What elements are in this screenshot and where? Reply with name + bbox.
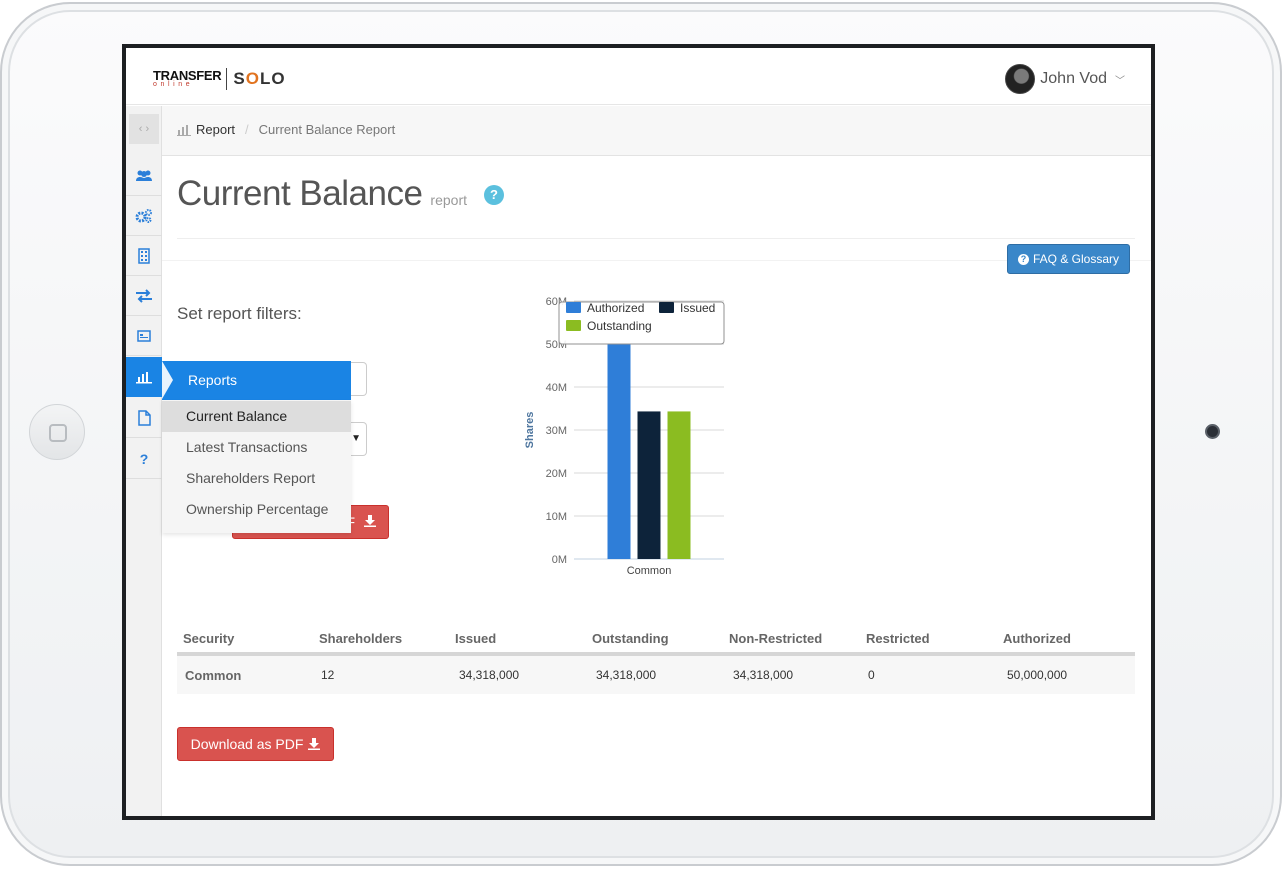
logo-sub: online (153, 81, 194, 88)
legend-entry: Outstanding (587, 319, 652, 333)
bar-issued (637, 411, 661, 559)
y-tick-label: 0M (552, 554, 567, 566)
question-circle-icon: ? (1017, 253, 1029, 265)
screen: TRANSFER online SOLO John Vod ﹀ ‹ › ? (122, 44, 1155, 820)
y-tick-label: 40M (546, 382, 567, 394)
bar-authorized (607, 344, 631, 559)
home-button[interactable] (29, 404, 85, 460)
bar-chart-icon (177, 124, 191, 136)
legend-swatch (566, 302, 581, 313)
breadcrumb-separator: / (245, 122, 249, 137)
column-header[interactable]: Security (177, 624, 313, 656)
table-cell: 34,318,000 (449, 654, 586, 694)
document-icon (137, 409, 151, 426)
select-arrow-icon: ▼ (351, 433, 361, 444)
table-row: Common 12 34,318,000 34,318,000 34,318,0… (177, 654, 1135, 694)
filters-label: Set report filters: (177, 304, 302, 323)
column-header[interactable]: Shareholders (313, 624, 449, 656)
column-header[interactable]: Restricted (860, 624, 997, 656)
reports-menu-title: Reports (162, 361, 351, 400)
breadcrumb-current: Current Balance Report (258, 122, 396, 137)
avatar (1005, 64, 1036, 94)
page-title: Current Balance (177, 174, 423, 213)
table-header-row: Security Shareholders Issued Outstanding… (177, 624, 1135, 656)
balance-table: Security Shareholders Issued Outstanding… (177, 624, 1135, 694)
logo[interactable]: TRANSFER online SOLO (153, 68, 286, 90)
bar-outstanding (667, 411, 691, 559)
breadcrumb-bar: Report / Current Balance Report (162, 106, 1151, 156)
legend-entry: Authorized (587, 301, 644, 315)
gears-icon (135, 208, 152, 223)
bar-chart-icon (136, 372, 152, 384)
reports-menu: Current Balance Latest Transactions Shar… (162, 400, 351, 533)
sidebar-item-shareholders[interactable] (126, 156, 162, 196)
column-header[interactable]: Non-Restricted (723, 624, 860, 656)
download-icon (364, 515, 376, 527)
y-tick-label: 20M (546, 468, 567, 480)
sidebar-item-transfers[interactable] (126, 276, 162, 316)
sidebar-item-help[interactable]: ? (126, 439, 162, 479)
logo-divider (226, 68, 228, 90)
menu-item-current-balance[interactable]: Current Balance (162, 401, 351, 432)
breadcrumb-link-report[interactable]: Report (196, 122, 236, 137)
table-cell: 0 (860, 654, 997, 694)
camera-icon (1205, 424, 1220, 439)
sidebar: ‹ › (126, 106, 162, 816)
sidebar-item-company[interactable] (126, 236, 162, 276)
sidebar-item-documents[interactable] (126, 398, 162, 438)
balance-chart: 0M10M20M30M40M50M60MSharesCommonAuthoriz… (524, 296, 725, 577)
top-bar: TRANSFER online SOLO John Vod ﹀ (126, 48, 1151, 105)
divider (177, 238, 1135, 239)
building-icon (138, 247, 150, 264)
faq-glossary-button[interactable]: ? FAQ & Glossary (1007, 244, 1130, 274)
table-cell: 34,318,000 (723, 654, 860, 694)
table-cell: 12 (313, 654, 449, 694)
sidebar-item-settings[interactable] (126, 196, 162, 236)
logo-word: TRANSFER (153, 68, 222, 83)
chevron-down-icon: ﹀ (1115, 75, 1125, 87)
page-subtitle: report (430, 192, 467, 208)
legend-swatch (566, 320, 581, 331)
page-heading: Current Balance report (177, 174, 467, 214)
users-icon (136, 170, 152, 181)
help-icon[interactable]: ? (484, 185, 504, 205)
table-cell: 50,000,000 (997, 654, 1135, 694)
transfer-arrows-icon (136, 288, 152, 303)
y-tick-label: 10M (546, 511, 567, 523)
question-icon: ? (139, 450, 149, 467)
breadcrumb: Report / Current Balance Report (177, 122, 395, 137)
sidebar-collapse-toggle[interactable]: ‹ › (129, 114, 159, 144)
user-menu[interactable]: John Vod ﹀ (1005, 64, 1125, 94)
menu-item-shareholders-report[interactable]: Shareholders Report (186, 470, 316, 486)
column-header[interactable]: Outstanding (586, 624, 723, 656)
legend-swatch (659, 302, 674, 313)
chart-legend (558, 301, 725, 345)
y-axis-label: Shares (524, 412, 536, 449)
sidebar-item-reports[interactable] (126, 357, 162, 397)
table-cell: 34,318,000 (586, 654, 723, 694)
menu-item-latest-transactions[interactable]: Latest Transactions (186, 439, 308, 455)
x-tick-label: Common (627, 565, 672, 577)
user-name: John Vod (1040, 70, 1107, 87)
y-tick-label: 30M (546, 425, 567, 437)
download-pdf-label: Download as PDF (190, 736, 304, 752)
download-pdf-button[interactable]: Download as PDF (177, 727, 334, 761)
logo-product: SOLO (233, 69, 286, 88)
certificate-icon (137, 329, 151, 342)
menu-item-ownership-percentage[interactable]: Ownership Percentage (186, 501, 329, 517)
download-icon (308, 738, 321, 750)
faq-button-label: FAQ & Glossary (1032, 252, 1120, 266)
column-header[interactable]: Issued (449, 624, 586, 656)
divider (162, 260, 1151, 261)
column-header[interactable]: Authorized (997, 624, 1135, 656)
legend-entry: Issued (680, 301, 715, 315)
sidebar-item-certificates[interactable] (126, 316, 162, 356)
table-cell: Common (177, 654, 313, 694)
